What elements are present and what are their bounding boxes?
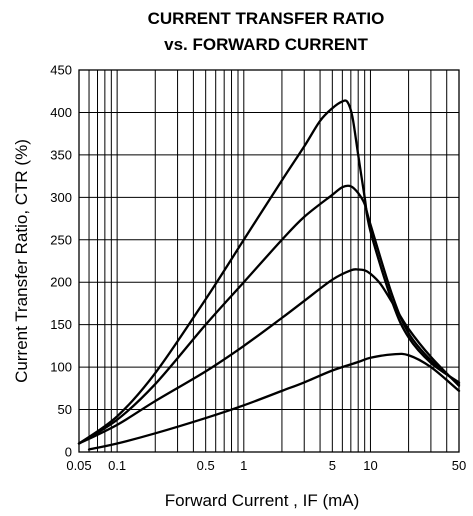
y-tick-label: 50	[58, 402, 72, 417]
x-tick-label: 10	[363, 458, 377, 473]
plot-frame	[78, 69, 460, 453]
chart-title-line-2: vs. FORWARD CURRENT	[164, 35, 368, 54]
ctr-curves	[77, 99, 461, 451]
ctr-curve-2	[77, 184, 461, 445]
x-tick-labels: 0.05 0.1 0.5 1 5 10 50	[66, 458, 466, 473]
y-tick-label: 350	[50, 147, 72, 162]
x-tick-label: 0.05	[66, 458, 91, 473]
x-tick-label: 0.5	[197, 458, 215, 473]
y-tick-label: 150	[50, 317, 72, 332]
y-axis-label: Current Transfer Ratio, CTR (%)	[12, 139, 31, 383]
y-tick-label: 0	[65, 445, 72, 460]
chart-title-line-1: CURRENT TRANSFER RATIO	[148, 9, 385, 28]
ctr-curve-4	[87, 352, 461, 451]
x-tick-label: 0.1	[108, 458, 126, 473]
grid-lines	[79, 70, 459, 452]
y-tick-label: 100	[50, 360, 72, 375]
x-axis-label: Forward Current , IF (mA)	[165, 491, 360, 510]
ctr-curve-3	[77, 268, 461, 445]
x-tick-label: 50	[452, 458, 466, 473]
y-tick-label: 300	[50, 190, 72, 205]
y-tick-labels: 0 50 100 150 200 250 300 350 400 450	[50, 63, 72, 460]
ctr-curve-1	[77, 99, 461, 445]
y-tick-label: 250	[50, 232, 72, 247]
x-tick-label: 5	[329, 458, 336, 473]
y-tick-label: 400	[50, 105, 72, 120]
y-tick-label: 200	[50, 275, 72, 290]
y-tick-label: 450	[50, 63, 72, 78]
x-tick-label: 1	[240, 458, 247, 473]
